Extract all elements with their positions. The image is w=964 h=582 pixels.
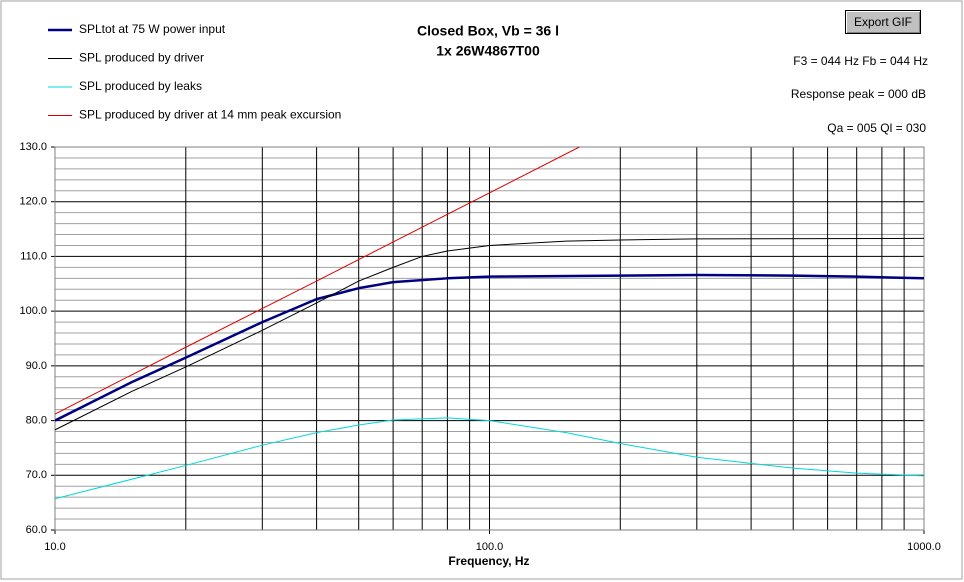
legend-label: SPL produced by driver at 14 mm peak exc… [79,108,341,122]
export-button[interactable]: Export GIF [845,10,921,34]
x-axis-label: Frequency, Hz [448,554,529,568]
y-tick-label: 120.0 [19,196,47,208]
y-tick-label: 100.0 [19,305,47,317]
y-tick-label: 80.0 [26,414,47,426]
chart-subtitle: 1x 26W4867T00 [436,43,540,59]
x-tick-label: 10.0 [44,541,65,553]
y-tick-label: 110.0 [20,250,47,262]
annotation: Qa = 005 Ql = 030 [827,121,926,135]
series-line [55,273,924,422]
y-tick-label: 60.0 [26,524,47,536]
x-tick-label: 100.0 [476,541,504,553]
series-line [55,237,924,431]
x-tick-label: 1000.0 [907,541,941,553]
plot-border [54,146,925,531]
annotation: Response peak = 000 dB [791,87,926,101]
y-tick-label: 90.0 [26,360,47,372]
y-tick-label: 70.0 [26,469,47,481]
series-line [55,417,924,500]
legend-label: SPL produced by leaks [79,79,202,93]
annotation: F3 = 044 Hz Fb = 044 Hz [793,54,928,68]
legend-label: SPLtot at 75 W power input [79,22,226,36]
chart-title: Closed Box, Vb = 36 l [417,23,559,39]
legend-label: SPL produced by driver [79,51,204,65]
series-line [55,147,580,415]
y-tick-label: 130.0 [19,141,47,153]
